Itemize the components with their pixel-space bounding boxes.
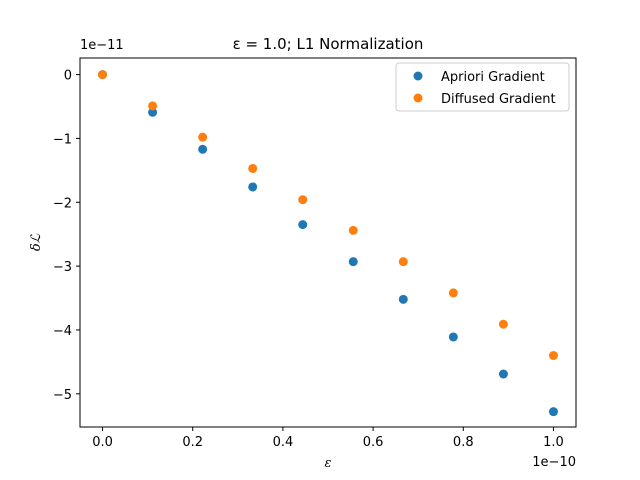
diffused-data-point [448,288,458,298]
apriori-data-point [248,182,258,192]
diffused-data-point [148,101,158,111]
y-tick-label: −1 [53,132,72,147]
axis-ticks: 0.0 0.2 0.4 0.6 0.8 1.0 0 −1 −2 −3 −4 −5 [53,69,564,450]
diffused-data-point [98,70,108,80]
diffused-legend-label: Diffused Gradient [441,92,556,107]
apriori-data-point [148,107,158,117]
x-tick-label: 0.0 [92,435,113,450]
apriori-data-point [448,332,458,342]
x-tick-label: 0.4 [273,435,294,450]
apriori-data-point [198,144,208,154]
plot-area-frame [79,57,577,428]
y-tick-label: 0 [64,69,72,84]
diffused-data-point [548,350,558,360]
x-axis-offset-label: 1e−10 [532,455,576,470]
y-axis-offset-label: 1e−11 [80,38,124,53]
diffused-data-point [298,195,308,205]
y-tick-label: −4 [53,324,72,339]
apriori-data-point [348,257,358,267]
x-tick-label: 0.6 [363,435,384,450]
diffused-data-point [198,132,208,142]
diffused-legend-marker [413,93,423,103]
diffused-data-point [498,319,508,329]
apriori-data-point [548,407,558,417]
diffused-data-point [398,257,408,267]
y-tick-label: −3 [53,260,72,275]
apriori-data-point [298,220,308,230]
y-tick-label: −5 [53,388,72,403]
data-points [98,70,558,417]
diffused-data-point [248,163,258,173]
apriori-legend-label: Apriori Gradient [441,70,545,85]
apriori-data-point [398,294,408,304]
apriori-legend-marker [413,71,423,81]
x-tick-label: 1.0 [543,435,564,450]
y-axis-label: δℒ [29,233,44,251]
x-tick-label: 0.8 [453,435,474,450]
chart-title: ε = 1.0; L1 Normalization [233,35,424,53]
x-axis-label: ε [325,456,332,471]
y-tick-label: −2 [53,196,72,211]
diffused-data-point [348,225,358,235]
x-tick-label: 0.2 [182,435,203,450]
legend: Apriori Gradient Diffused Gradient [395,62,570,112]
legend-box [395,62,570,112]
apriori-data-point [498,369,508,379]
